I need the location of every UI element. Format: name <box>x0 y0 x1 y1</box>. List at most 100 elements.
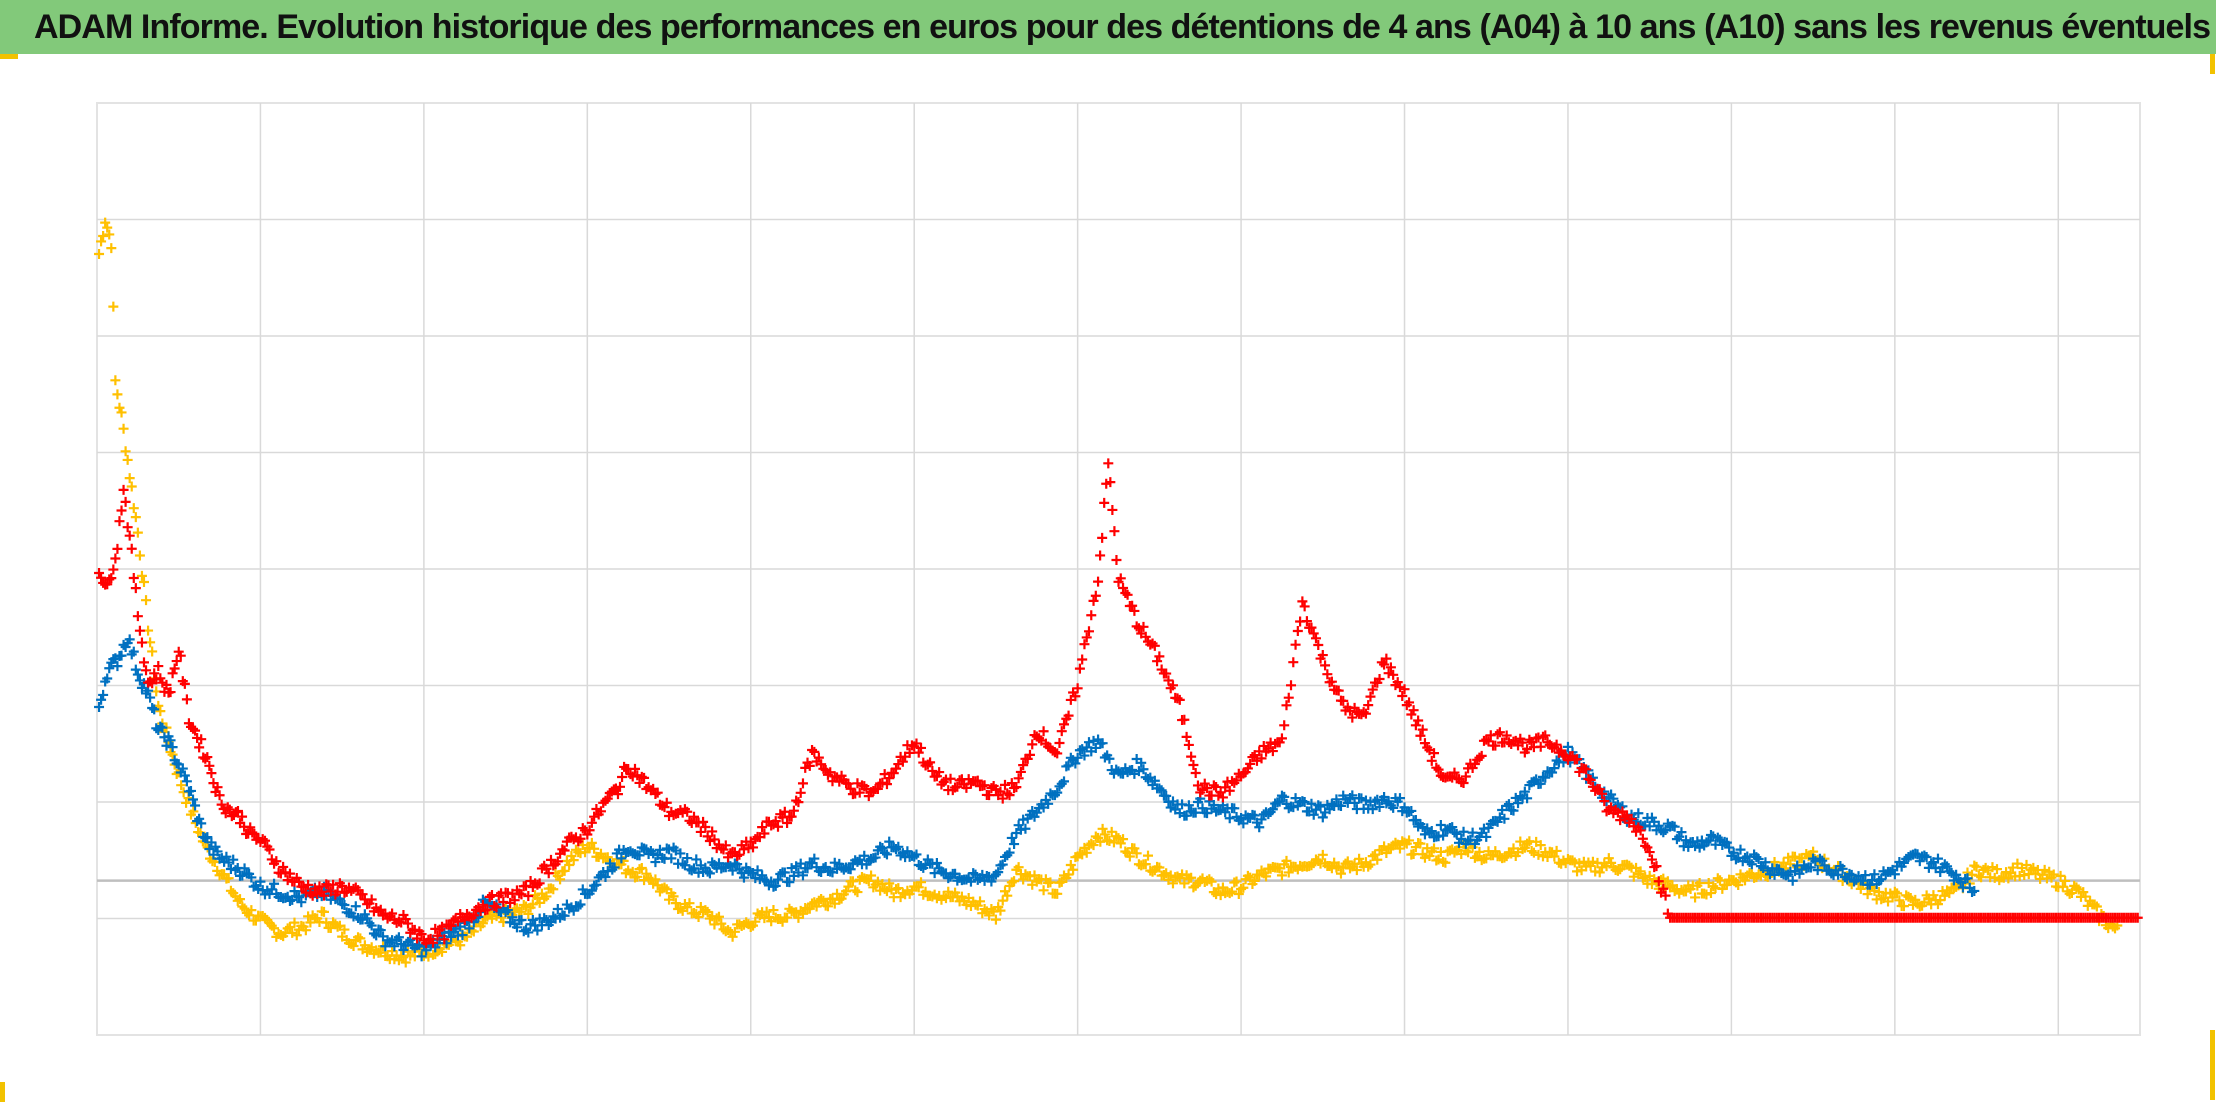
data-point <box>155 721 166 732</box>
data-point <box>1090 590 1101 601</box>
data-point <box>770 816 781 827</box>
data-point <box>1077 654 1088 665</box>
data-point <box>116 650 127 661</box>
data-point <box>843 778 854 789</box>
data-point <box>1079 639 1090 650</box>
data-point <box>106 243 117 254</box>
data-point <box>1535 741 1546 752</box>
data-point <box>1408 705 1419 716</box>
data-point <box>511 922 522 933</box>
data-point <box>1372 854 1383 865</box>
corner-mark-top-left <box>0 54 18 59</box>
data-point <box>931 858 942 868</box>
data-point <box>337 880 348 891</box>
data-point <box>246 905 257 916</box>
data-point <box>1735 844 1746 855</box>
data-point <box>491 902 502 913</box>
data-point <box>804 760 815 771</box>
data-point <box>457 930 468 941</box>
data-point <box>1519 786 1530 797</box>
data-point <box>94 567 105 578</box>
data-point <box>1097 738 1108 749</box>
data-point <box>1485 730 1496 741</box>
data-point <box>1660 890 1671 901</box>
data-point <box>1202 808 1213 819</box>
data-point <box>559 845 570 856</box>
data-point <box>1186 751 1197 762</box>
data-point <box>114 402 125 413</box>
data-point <box>1335 868 1346 879</box>
data-point <box>1574 858 1585 869</box>
data-point <box>102 222 113 233</box>
data-point <box>1002 890 1013 901</box>
data-point <box>1133 766 1144 777</box>
data-point <box>532 925 543 936</box>
data-point <box>132 669 143 680</box>
data-point <box>112 661 123 672</box>
data-point <box>1508 805 1519 816</box>
data-point <box>1254 822 1265 833</box>
data-point <box>1456 833 1467 844</box>
data-point <box>952 781 963 792</box>
data-point <box>734 849 745 860</box>
data-point <box>595 806 606 817</box>
data-point <box>126 543 137 554</box>
data-point <box>1494 727 1505 738</box>
data-point <box>902 846 913 857</box>
data-point <box>446 931 457 942</box>
data-point <box>1249 810 1260 821</box>
data-point <box>102 673 113 684</box>
data-point <box>600 872 611 883</box>
data-point <box>269 878 280 889</box>
data-point <box>1333 861 1344 872</box>
data-point <box>1217 792 1228 803</box>
data-point <box>916 742 927 753</box>
data-point <box>1388 802 1399 813</box>
data-point <box>482 904 493 915</box>
data-point <box>1394 793 1405 804</box>
data-point <box>259 835 270 846</box>
data-point <box>185 785 196 796</box>
data-point <box>206 768 217 779</box>
data-point <box>1474 846 1485 857</box>
data-point <box>1013 862 1024 873</box>
data-point <box>1894 895 1905 906</box>
data-point <box>627 866 638 877</box>
data-point <box>1819 860 1830 871</box>
data-point <box>872 783 883 794</box>
data-point <box>920 859 931 870</box>
data-point <box>691 854 702 865</box>
data-point <box>355 933 366 944</box>
series-1 <box>94 217 2123 968</box>
data-point <box>575 833 586 844</box>
data-point <box>1288 802 1299 813</box>
data-point <box>997 793 1008 804</box>
data-point <box>634 850 645 861</box>
data-point <box>1079 750 1090 761</box>
data-point <box>1093 576 1104 587</box>
data-point <box>1458 826 1469 837</box>
data-point <box>269 923 280 934</box>
data-point <box>1238 882 1249 893</box>
data-point <box>1027 805 1038 816</box>
data-point <box>1081 632 1092 643</box>
data-point <box>1115 573 1126 584</box>
data-point <box>108 301 119 312</box>
data-point <box>1179 714 1190 725</box>
data-point <box>104 229 115 240</box>
data-point <box>1349 797 1360 808</box>
data-point <box>402 918 413 929</box>
data-point <box>1637 833 1648 844</box>
title-band <box>0 0 2216 54</box>
data-point <box>1086 610 1097 621</box>
data-point <box>1310 633 1321 644</box>
data-point <box>713 911 724 922</box>
data-point <box>1006 832 1017 843</box>
data-point <box>1513 798 1524 809</box>
data-point <box>437 946 448 957</box>
data-point <box>1317 812 1328 823</box>
data-point <box>319 906 329 917</box>
data-point <box>298 881 309 892</box>
data-point <box>1347 790 1358 801</box>
data-point <box>1415 730 1426 741</box>
